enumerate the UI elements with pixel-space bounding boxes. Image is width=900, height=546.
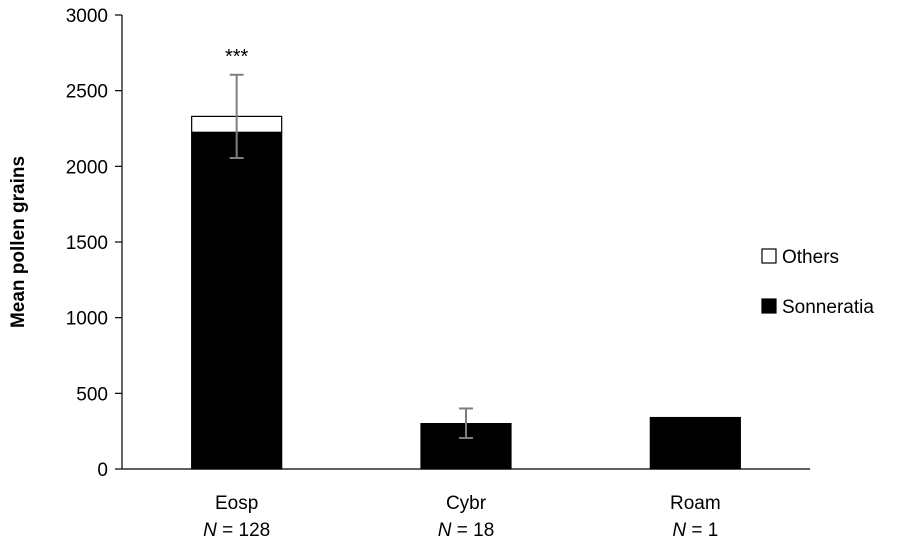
legend-label-sonneratia: Sonneratia (782, 297, 874, 318)
x-tick-label: Roam (670, 493, 721, 514)
annotations: *** (225, 46, 249, 68)
sample-size-label: N = 1 (672, 520, 718, 541)
significance-label: *** (225, 46, 249, 68)
legend: Others Sonneratia (761, 247, 874, 318)
y-tick-label: 1500 (66, 233, 108, 254)
legend-label-others: Others (782, 247, 839, 268)
bar-sonneratia-roam (649, 416, 741, 470)
x-tick-label: Eosp (215, 493, 258, 514)
y-tick-label: 500 (76, 384, 108, 405)
axes: 0 500 1000 1500 2000 2500 3000 (66, 6, 810, 481)
y-tick-label: 1000 (66, 309, 108, 330)
legend-swatch-others (761, 248, 777, 264)
x-axis-labels: Eosp N = 128 Cybr N = 18 Roam N = 1 (203, 493, 721, 541)
bar-sonneratia-eosp (191, 131, 283, 470)
sample-size-label: N = 128 (203, 520, 270, 541)
y-tick-label: 2500 (66, 82, 108, 103)
x-tick-label: Cybr (446, 493, 487, 514)
y-tick-label: 2000 (66, 157, 108, 178)
y-axis-label: Mean pollen grains (8, 156, 29, 328)
legend-swatch-sonneratia (761, 298, 777, 314)
error-bars (229, 73, 473, 439)
y-tick-label: 3000 (66, 6, 108, 27)
sample-size-label: N = 18 (438, 520, 495, 541)
y-tick-label: 0 (97, 460, 108, 481)
